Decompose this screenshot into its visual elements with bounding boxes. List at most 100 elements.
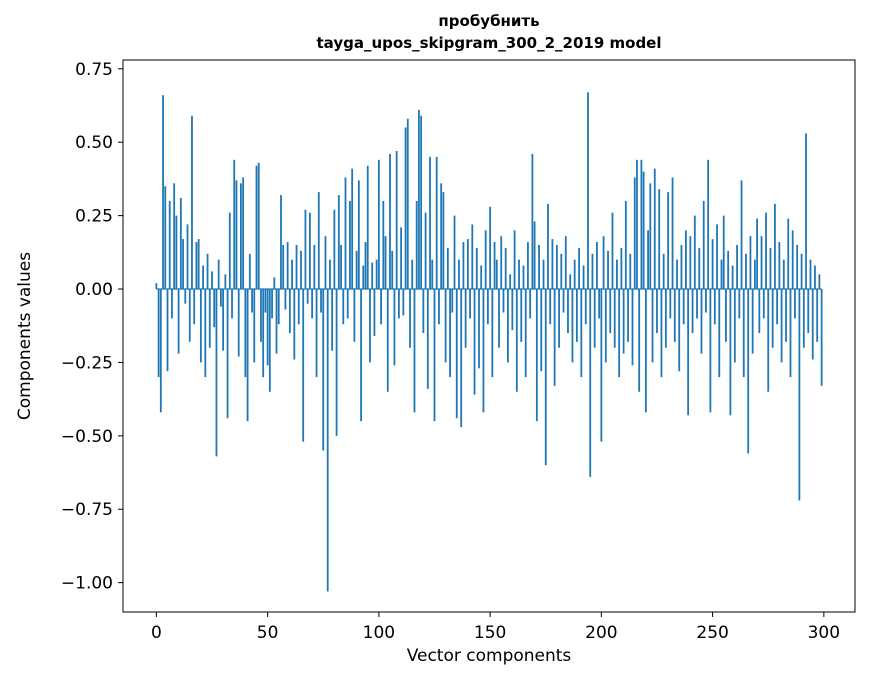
- bar: [713, 289, 716, 325]
- bar: [520, 289, 523, 342]
- bar: [233, 159, 236, 290]
- bar: [798, 289, 801, 501]
- bar: [811, 289, 814, 360]
- bar: [513, 230, 516, 290]
- bar: [578, 247, 581, 290]
- bar: [733, 289, 736, 363]
- bar: [529, 289, 532, 319]
- bar: [371, 262, 374, 290]
- bar: [753, 259, 756, 290]
- bar: [409, 289, 411, 348]
- bar: [651, 289, 654, 363]
- bar: [220, 289, 222, 307]
- bar: [389, 153, 391, 290]
- bar: [280, 195, 282, 290]
- bar: [611, 212, 614, 290]
- bar: [769, 247, 772, 290]
- bar: [765, 212, 767, 290]
- bar: [478, 289, 480, 369]
- bar: [257, 162, 260, 290]
- x-tick-label: 0: [151, 623, 162, 643]
- bar: [415, 200, 418, 290]
- bar: [386, 289, 389, 392]
- bar: [202, 265, 204, 290]
- bar: [531, 153, 534, 290]
- bar: [678, 289, 681, 372]
- bar: [540, 289, 543, 372]
- bar: [693, 215, 696, 290]
- x-tick-label: 50: [257, 623, 279, 643]
- bar: [771, 289, 774, 348]
- bar: [749, 236, 752, 290]
- bar: [602, 236, 605, 290]
- bar: [184, 289, 187, 304]
- bar: [660, 289, 663, 378]
- bar: [593, 289, 596, 348]
- bar: [366, 165, 369, 290]
- bar: [291, 259, 293, 290]
- bar: [320, 289, 322, 313]
- bar: [275, 289, 278, 354]
- bar: [644, 289, 647, 413]
- bar: [266, 289, 269, 366]
- x-tick-label: 250: [696, 623, 728, 643]
- bar: [217, 259, 220, 290]
- bar: [438, 289, 440, 325]
- bar: [522, 265, 525, 290]
- bar: [620, 247, 623, 290]
- bar: [760, 236, 763, 290]
- axes-frame: [122, 59, 856, 613]
- bar: [489, 206, 492, 290]
- bar: [444, 289, 447, 363]
- bar: [696, 289, 698, 319]
- bar: [727, 250, 730, 290]
- bar: [745, 253, 747, 290]
- bar: [469, 289, 471, 319]
- bar: [175, 215, 178, 290]
- bar: [629, 253, 632, 290]
- bar: [589, 289, 592, 477]
- bar: [360, 289, 362, 422]
- y-tick-label: −1.00: [61, 574, 113, 594]
- y-tick-label: 0.50: [75, 133, 113, 153]
- bar: [251, 289, 253, 313]
- bar: [264, 289, 267, 313]
- bar: [613, 289, 616, 348]
- bar: [357, 180, 360, 290]
- bar: [373, 289, 376, 336]
- bar: [667, 192, 670, 290]
- bar: [313, 244, 316, 290]
- bar: [262, 289, 265, 378]
- bar: [524, 289, 527, 378]
- bar: [720, 259, 723, 290]
- bar: [302, 289, 305, 442]
- bar: [426, 289, 429, 389]
- bar: [682, 289, 685, 325]
- bar: [600, 289, 603, 442]
- bar: [555, 244, 558, 290]
- bar: [707, 159, 710, 290]
- x-tick-label: 100: [363, 623, 395, 643]
- bar: [179, 198, 182, 290]
- bar: [306, 289, 309, 304]
- bar: [268, 289, 271, 392]
- bar: [807, 289, 810, 334]
- bar: [736, 244, 738, 290]
- bar: [342, 289, 345, 325]
- bar: [253, 289, 256, 363]
- bar: [164, 186, 167, 290]
- bar: [671, 177, 674, 290]
- bar: [511, 289, 514, 331]
- x-tick-label: 300: [808, 623, 840, 643]
- bar: [500, 236, 503, 290]
- bar: [814, 265, 816, 290]
- bar: [582, 265, 585, 290]
- bar: [224, 274, 227, 290]
- bar: [533, 221, 536, 290]
- bar: [689, 236, 692, 290]
- bar: [729, 289, 732, 416]
- bar: [271, 289, 273, 319]
- bar: [364, 242, 367, 290]
- bar: [747, 289, 750, 454]
- bar: [740, 180, 743, 290]
